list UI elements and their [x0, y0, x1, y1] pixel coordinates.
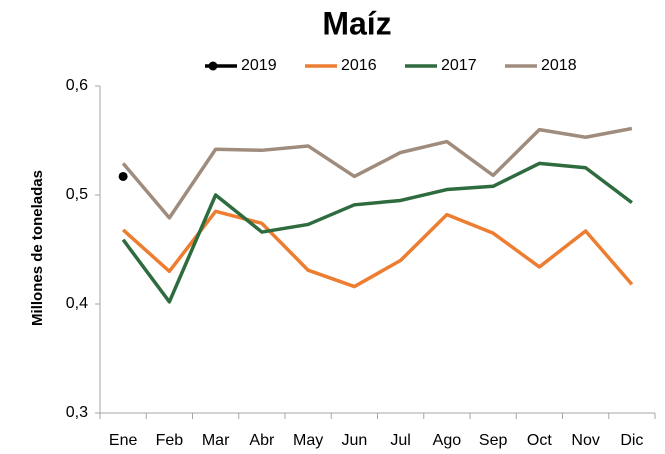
x-tick-label: Dic: [620, 432, 643, 449]
y-axis-label: Millones de toneladas: [29, 170, 46, 326]
legend-label: 2017: [441, 57, 477, 74]
y-tick-label: 0,4: [66, 295, 88, 312]
x-tick-label: May: [293, 432, 323, 449]
x-tick-label: Jun: [341, 432, 367, 449]
x-tick-label: Ago: [433, 432, 462, 449]
legend-marker: [208, 61, 218, 71]
y-tick-label: 0,5: [66, 186, 88, 203]
series-line: [121, 209, 634, 289]
y-tick-label: 0,3: [66, 404, 88, 421]
legend-label: 2016: [341, 57, 377, 74]
series-line: [121, 126, 633, 220]
x-tick-label: Mar: [202, 432, 230, 449]
x-tick-label: Jul: [390, 432, 410, 449]
x-tick-label: Oct: [527, 432, 552, 449]
chart-title: Maíz: [322, 5, 391, 41]
x-tick-label: Ene: [109, 432, 138, 449]
legend-label: 2019: [241, 57, 277, 74]
x-tick-label: Feb: [156, 432, 184, 449]
y-tick-label: 0,6: [66, 77, 88, 94]
legend-label: 2018: [541, 57, 577, 74]
series-line: [121, 161, 633, 304]
x-tick-label: Sep: [479, 432, 508, 449]
series-marker: [118, 171, 128, 181]
x-tick-label: Nov: [571, 432, 599, 449]
x-tick-label: Abr: [249, 432, 275, 449]
